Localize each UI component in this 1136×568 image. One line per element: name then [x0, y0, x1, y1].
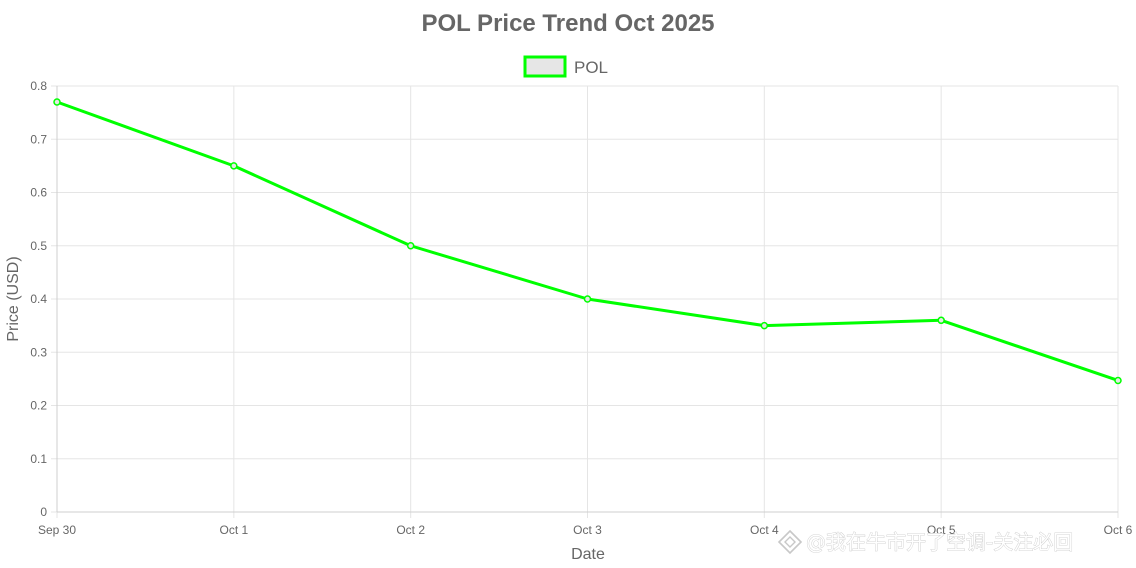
data-point[interactable]	[937, 316, 945, 325]
data-point[interactable]	[760, 321, 769, 330]
x-axis-title: Date	[571, 546, 605, 563]
data-point[interactable]	[1114, 376, 1122, 385]
x-tick-label: Oct 3	[573, 523, 602, 537]
x-tick-label: Oct 1	[219, 523, 248, 537]
diamond-logo-icon	[777, 529, 803, 555]
grid	[51, 85, 1119, 518]
y-tick-label: 0.2	[30, 399, 47, 413]
x-tick-label: Oct 2	[396, 523, 425, 537]
data-point[interactable]	[230, 162, 238, 170]
data-point[interactable]	[583, 295, 592, 303]
data-point[interactable]	[53, 98, 61, 106]
x-tick-label: Sep 30	[38, 523, 76, 537]
y-tick-label: 0.8	[30, 79, 47, 93]
legend-swatch-pol	[523, 55, 567, 78]
legend-label-pol: POL	[574, 58, 608, 77]
x-tick-labels: Sep 30 Oct 1 Oct 2 Oct 3 Oct 4 Oct 5 Oct 6	[38, 523, 1133, 537]
y-tick-label: 0.6	[30, 186, 47, 200]
watermark: @我在牛市开了空调-关注必回	[777, 529, 1074, 555]
x-tick-label: Oct 5	[927, 523, 956, 537]
axes	[56, 86, 1118, 513]
y-axis-title: Price (USD)	[5, 256, 22, 341]
series-pol	[53, 98, 1122, 385]
watermark-text: @我在牛市开了空调-关注必回	[806, 530, 1073, 554]
chart-title: POL Price Trend Oct 2025	[421, 10, 714, 37]
y-tick-label: 0	[40, 505, 47, 519]
y-tick-label: 0.5	[30, 239, 47, 253]
legend[interactable]: POL	[523, 55, 608, 78]
y-tick-labels: 0 0.1 0.2 0.3 0.4 0.5 0.6 0.7 0.8	[30, 79, 47, 519]
y-tick-label: 0.3	[30, 345, 47, 359]
x-tick-label: Oct 4	[750, 523, 779, 537]
y-tick-label: 0.1	[30, 452, 47, 466]
x-tick-label: Oct 6	[1104, 523, 1133, 537]
y-tick-label: 0.7	[30, 132, 47, 146]
y-tick-label: 0.4	[30, 292, 47, 306]
data-point[interactable]	[406, 242, 415, 250]
